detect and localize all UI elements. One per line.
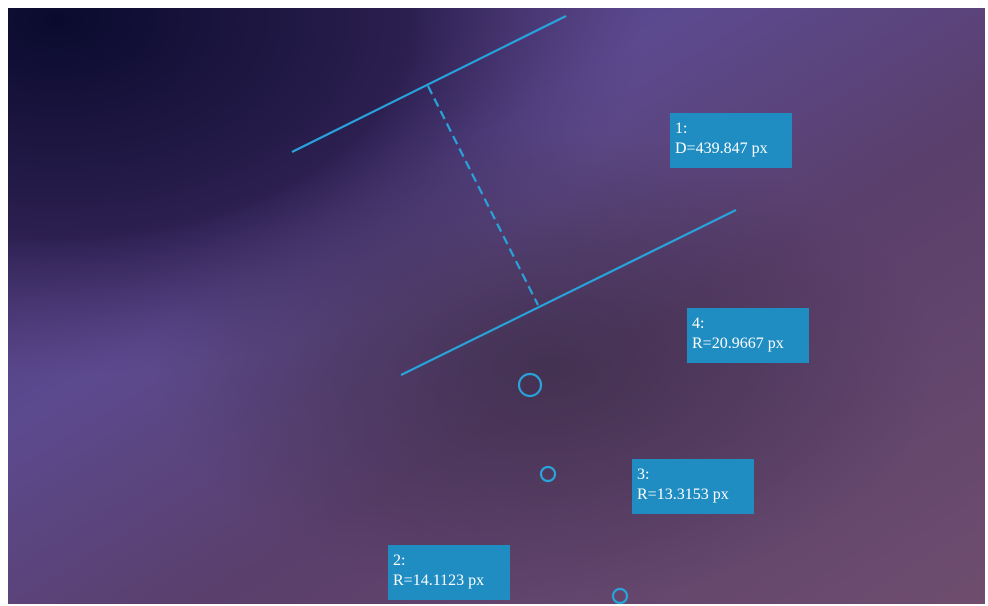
- annotation-id: 2:: [393, 552, 406, 569]
- annotation-id: 4:: [692, 315, 705, 332]
- measure-line: [400, 209, 737, 376]
- annotation-label: 2: R=14.1123 px: [388, 545, 510, 600]
- annotation-label: 1: D=439.847 px: [670, 113, 792, 168]
- radius-circle: [611, 587, 629, 605]
- radius-circle: [517, 372, 543, 398]
- distance-line: [427, 85, 539, 306]
- specimen-texture: [8, 8, 985, 604]
- annotation-text: R=20.9667 px: [692, 335, 784, 352]
- annotation-label: 4: R=20.9667 px: [687, 308, 809, 363]
- radius-circle: [539, 465, 557, 483]
- annotation-text: D=439.847 px: [675, 140, 768, 157]
- annotation-text: R=13.3153 px: [637, 486, 729, 503]
- annotation-id: 3:: [637, 466, 650, 483]
- annotation-text: R=14.1123 px: [393, 572, 485, 589]
- annotation-id: 1:: [675, 120, 688, 137]
- measure-line: [291, 15, 567, 153]
- annotation-label: 3: R=13.3153 px: [632, 459, 754, 514]
